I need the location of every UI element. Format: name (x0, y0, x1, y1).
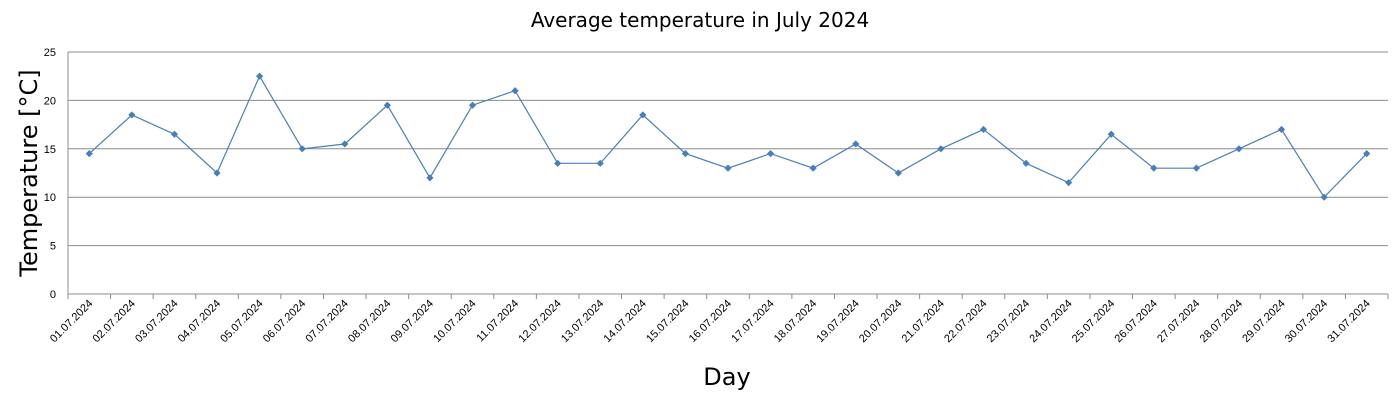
x-tick-label: 10.07.2024 (431, 298, 478, 345)
x-tick-label: 13.07.2024 (559, 298, 606, 345)
data-point (766, 150, 775, 158)
data-point (170, 130, 179, 138)
x-tick-label: 29.07.2024 (1240, 298, 1287, 345)
x-tick-label: 18.07.2024 (772, 298, 819, 345)
x-tick-labels: 01.07.202402.07.202403.07.202404.07.2024… (48, 298, 1373, 345)
data-point (1022, 159, 1030, 167)
data-point (213, 169, 221, 177)
x-tick-label: 21.07.2024 (900, 298, 947, 345)
data-point (596, 159, 604, 167)
data-point (383, 101, 391, 109)
data-point (1320, 193, 1328, 201)
data-point (85, 150, 93, 158)
x-tick-label: 23.07.2024 (985, 298, 1032, 345)
data-point (852, 140, 860, 148)
x-tick-label: 30.07.2024 (1283, 298, 1330, 345)
x-tick-label: 04.07.2024 (176, 298, 223, 345)
x-tick-label: 08.07.2024 (346, 298, 393, 345)
data-point (511, 87, 519, 95)
x-tick-label: 20.07.2024 (857, 298, 904, 345)
data-point (1235, 145, 1243, 153)
data-point (1192, 164, 1200, 172)
x-tick-label: 02.07.2024 (91, 298, 138, 345)
series-markers (85, 72, 1371, 201)
x-tick-label: 26.07.2024 (1113, 298, 1160, 345)
x-tick-label: 11.07.2024 (474, 298, 521, 345)
chart-title: Average temperature in July 2024 (530, 8, 870, 32)
x-tick-label: 28.07.2024 (1198, 298, 1245, 345)
data-point (341, 140, 349, 148)
data-point (894, 169, 902, 177)
x-tick-label: 16.07.2024 (687, 298, 734, 345)
x-tick-label: 09.07.2024 (389, 298, 436, 345)
data-point (937, 145, 945, 153)
x-tick-label: 25.07.2024 (1070, 298, 1117, 345)
series-line (88, 74, 1368, 199)
x-tick-label: 24.07.2024 (1027, 298, 1074, 345)
x-tick-label: 05.07.2024 (218, 298, 265, 345)
x-tick-label: 19.07.2024 (814, 298, 861, 345)
data-point (298, 145, 306, 153)
x-tick-label: 12.07.2024 (516, 298, 563, 345)
y-tick-labels: 0 5 10 15 20 25 (44, 47, 56, 301)
x-tick-label: 15.07.2024 (644, 298, 691, 345)
data-point (468, 101, 477, 109)
data-point (256, 72, 264, 80)
y-tick-label: 5 (50, 241, 56, 253)
x-tick-label: 06.07.2024 (261, 298, 308, 345)
x-tick-label: 01.07.2024 (48, 298, 95, 345)
data-point (426, 174, 434, 182)
y-tick-label: 0 (50, 289, 56, 301)
gridlines (67, 51, 1389, 299)
y-tick-label: 15 (44, 144, 56, 156)
data-point (1150, 164, 1158, 172)
data-point (639, 111, 647, 119)
x-tick-label: 03.07.2024 (133, 298, 180, 345)
x-tick-label: 14.07.2024 (602, 298, 649, 345)
data-point (979, 125, 988, 134)
series-line-layer (88, 74, 1368, 199)
x-axis-title: Day (703, 363, 750, 391)
y-tick-label: 25 (44, 47, 56, 59)
data-point (554, 159, 562, 167)
data-point (681, 150, 690, 158)
y-tick-label: 10 (44, 192, 56, 204)
data-point (809, 164, 817, 172)
data-point (1107, 130, 1115, 138)
data-point (724, 164, 732, 172)
data-point (1363, 150, 1371, 158)
x-tick-label: 31.07.2024 (1325, 298, 1372, 345)
y-tick-label: 20 (44, 95, 56, 107)
data-point (1065, 179, 1073, 187)
y-axis-title: Temperature [°C] (15, 69, 43, 277)
data-point (1277, 125, 1286, 134)
data-point (128, 111, 136, 119)
x-tick-label: 07.07.2024 (303, 298, 350, 345)
x-tick-label: 27.07.2024 (1155, 298, 1202, 345)
x-tick-label: 22.07.2024 (942, 298, 989, 345)
x-tick-label: 17.07.2024 (729, 298, 776, 345)
